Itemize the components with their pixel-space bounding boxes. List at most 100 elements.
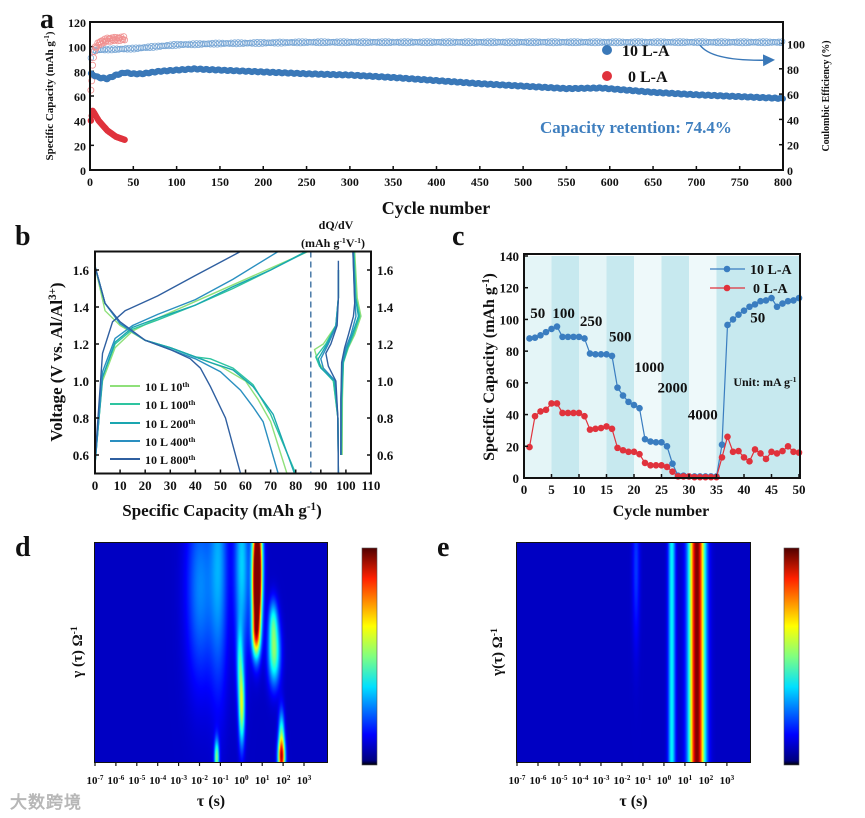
x-tick-label: 500 [514,175,532,189]
legend-marker-0-l-a [602,71,612,81]
y-tick-label: 20 [74,139,86,153]
data-point [548,325,555,333]
x-tick-label: 10-4 [149,774,166,787]
data-point [784,297,792,305]
x-tick-label: 550 [557,175,575,189]
y-tick-label: 80 [74,65,86,79]
x-tick-label: 10-3 [170,774,187,787]
rate-annotation: 250 [580,314,603,330]
discharge-curve [95,266,279,474]
x-tick-label: 300 [341,175,359,189]
y-axis-label: γ(τ) Ω-1 [489,628,507,677]
data-point [564,333,572,341]
data-point [564,409,572,417]
panel-label-b: b [15,221,31,252]
legend-label: 0 L-A [753,282,789,297]
data-point [581,335,588,342]
x-tick-label: 10 [573,482,586,497]
data-point [669,468,676,475]
y-right-tick-label: 1.0 [377,374,393,389]
charge-curve [95,251,308,465]
data-point [647,438,654,445]
x-tick-label: 100 [234,774,249,787]
x-tick-label: 0 [87,175,93,189]
rate-band [661,256,689,478]
data-point [592,351,599,358]
x-tick-label: 15 [600,482,614,497]
data-point [559,333,566,341]
rate-band [606,256,634,478]
x-tick-label: 10-1 [212,774,229,787]
data-point [531,412,539,420]
y-tick-label: 60 [506,376,519,391]
y-right-tick-label: 20 [787,139,799,153]
data-point [531,334,539,341]
rate-annotation: 500 [609,330,632,346]
x-tick-label: 350 [384,175,402,189]
data-point [751,446,759,453]
y-tick-label: 1.0 [73,374,89,389]
x-tick-label: 10-5 [551,774,568,787]
data-point [548,400,555,407]
data-point [768,294,775,302]
x-tick-label: 101 [678,774,693,787]
data-point [652,439,660,446]
data-point [553,323,561,330]
legend-marker [723,265,731,273]
data-point [542,406,550,414]
data-point [526,443,533,451]
data-point [619,446,627,454]
y-right-tick-label: 100 [787,38,805,52]
x-axis-label: Specific Capacity (mAh g-1) [122,501,322,520]
data-point [537,408,544,415]
dqdv-title: dQ/dV [319,218,354,232]
dqdv_discharge-curve [325,260,340,474]
data-point [630,448,638,456]
x-tick-label: 650 [644,175,662,189]
x-tick-label: 50 [127,175,139,189]
dqdv_discharge-curve [317,270,340,474]
legend-label-10-l-a: 10 L-A [622,43,670,60]
x-tick-label: 40 [189,478,202,493]
y-right-tick-label: 0.6 [377,448,394,463]
data-point [553,400,561,407]
data-point [784,442,792,450]
data-point [608,352,616,360]
legend-label: 10 L 10th [145,380,190,395]
y-right-tick-label: 1.6 [377,263,394,278]
data-point [625,448,632,456]
data-point [625,398,632,406]
x-tick-label: 750 [731,175,749,189]
x-tick-label: 70 [264,478,277,493]
x-axis-label: Cycle number [382,198,490,218]
x-tick-label: 0 [92,478,99,493]
y-tick-label: 60 [74,90,86,104]
curves-group [95,251,362,474]
data-point [746,458,753,465]
ce-point-0-l-a [120,33,128,41]
x-tick-label: 250 [298,175,316,189]
x-tick-label: 90 [314,478,327,493]
x-tick-label: 200 [254,175,272,189]
data-point [575,409,583,417]
x-tick-label: 10-2 [191,774,208,787]
plot-frame-a [89,21,784,171]
legend-label: 10 L 100th [145,398,196,413]
data-point [647,462,654,469]
y-tick-label: 100 [68,41,86,55]
x-tick-label: 103 [720,774,735,787]
rate-annotation: 50 [750,311,765,327]
rate-annotation: 100 [552,306,575,322]
data-point [663,442,671,450]
y-axis-label: Voltage (V vs. Al/Al3+) [47,282,66,441]
x-tick-label: 30 [164,478,177,493]
discharge-curve [95,266,297,474]
heatmap-d-canvas [95,543,327,762]
data-point [636,404,643,412]
x-tick-label: 103 [297,774,312,787]
x-tick-label: 0 [521,482,528,497]
data-point [762,297,770,304]
legend-label: 10 L 400th [145,435,196,450]
data-point [630,401,638,409]
